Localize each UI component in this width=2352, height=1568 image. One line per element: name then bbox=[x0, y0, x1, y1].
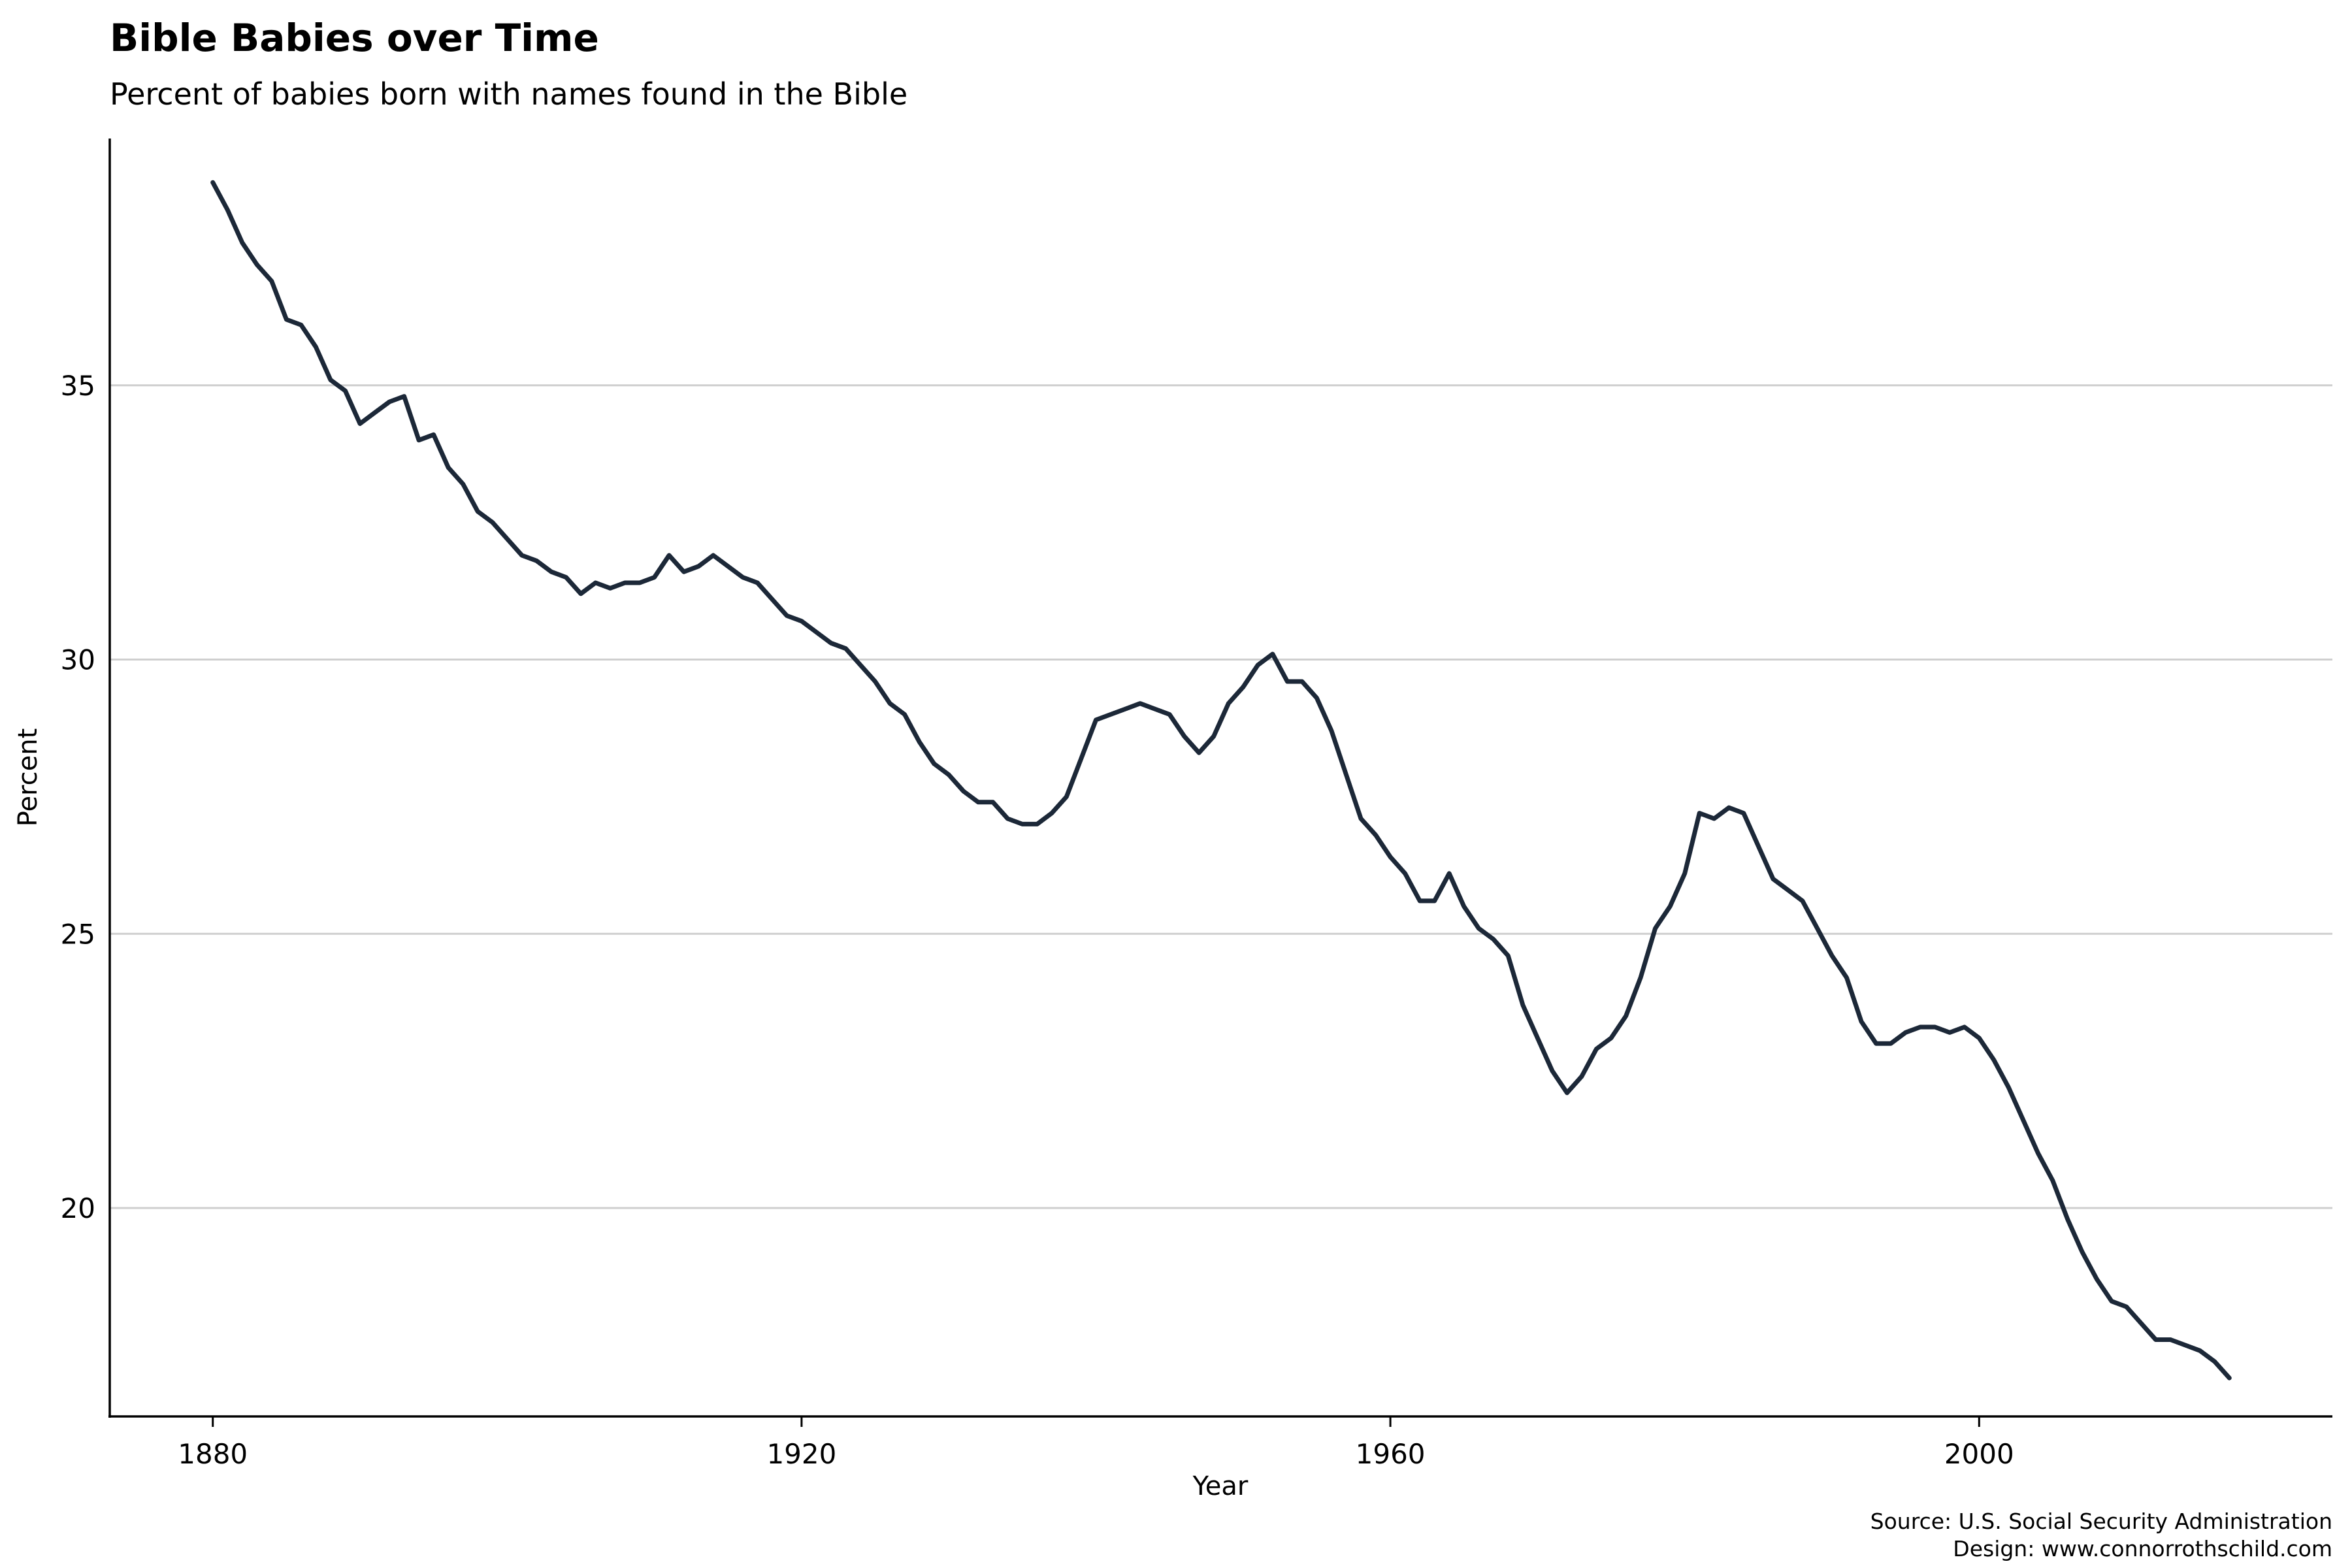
x-tick-label: 1880 bbox=[178, 1438, 248, 1470]
y-axis-title: Percent bbox=[13, 728, 43, 827]
x-axis-title: Year bbox=[1192, 1471, 1249, 1501]
y-tick-label: 25 bbox=[61, 918, 95, 950]
y-tick-label: 20 bbox=[61, 1192, 95, 1224]
series-line bbox=[210, 180, 2232, 1380]
x-tick-label: 1960 bbox=[1356, 1438, 1426, 1470]
series-layer bbox=[210, 180, 2232, 1380]
y-tick-label: 30 bbox=[61, 644, 95, 676]
axes bbox=[108, 139, 2332, 1418]
x-tick-label: 2000 bbox=[1944, 1438, 2014, 1470]
y-tick-label: 35 bbox=[61, 370, 95, 402]
gridlines bbox=[110, 384, 2332, 1209]
chart-title: Bible Babies over Time bbox=[110, 16, 599, 60]
chart-subtitle: Percent of babies born with names found … bbox=[110, 76, 907, 112]
caption-source: Source: U.S. Social Security Administrat… bbox=[1870, 1509, 2332, 1534]
x-tick-label: 1920 bbox=[766, 1438, 836, 1470]
caption-design: Design: www.connorrothschild.com bbox=[1953, 1536, 2332, 1561]
axis-ticks: 20 25 30 35 1880 1920 1960 2000 bbox=[61, 370, 2014, 1470]
